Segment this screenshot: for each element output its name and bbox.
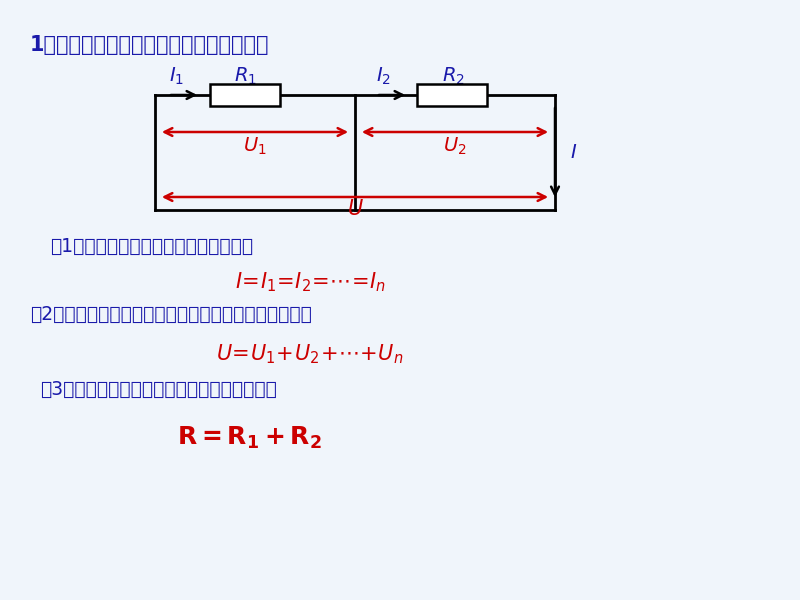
Text: （2）串联电路中的总电压等于各部分电路的电压之和。: （2）串联电路中的总电压等于各部分电路的电压之和。	[30, 305, 312, 324]
Text: $U_2$: $U_2$	[443, 136, 466, 157]
Bar	[210, 84, 280, 106]
Text: $U\!=\!U_1\!+\!U_2\!+\!\cdots\!+\!U_n$: $U\!=\!U_1\!+\!U_2\!+\!\cdots\!+\!U_n$	[216, 342, 404, 365]
Text: $U$: $U$	[346, 199, 363, 219]
Text: $R_2$: $R_2$	[442, 66, 464, 87]
Text: $I_2$: $I_2$	[377, 66, 391, 87]
Bar	[417, 84, 487, 106]
Text: （3）串联电路中的总电阻等于各个电阻之和。: （3）串联电路中的总电阻等于各个电阻之和。	[40, 380, 277, 399]
Text: $I\!=\!I_1\!=\!I_2\!=\!\cdots\!=\!I_n$: $I\!=\!I_1\!=\!I_2\!=\!\cdots\!=\!I_n$	[234, 270, 386, 293]
Text: $U_1$: $U_1$	[243, 136, 267, 157]
Text: $\mathbf{R = R_1 + R_2}$: $\mathbf{R = R_1 + R_2}$	[178, 425, 322, 451]
Text: $I_1$: $I_1$	[170, 66, 185, 87]
Text: 1．串联电路中的电流、电压、电阻规律：: 1．串联电路中的电流、电压、电阻规律：	[30, 35, 270, 55]
Text: $R_1$: $R_1$	[234, 66, 257, 87]
Text: （1）串联电路中各处的电流是相等的；: （1）串联电路中各处的电流是相等的；	[50, 237, 253, 256]
Text: $I$: $I$	[570, 143, 578, 162]
